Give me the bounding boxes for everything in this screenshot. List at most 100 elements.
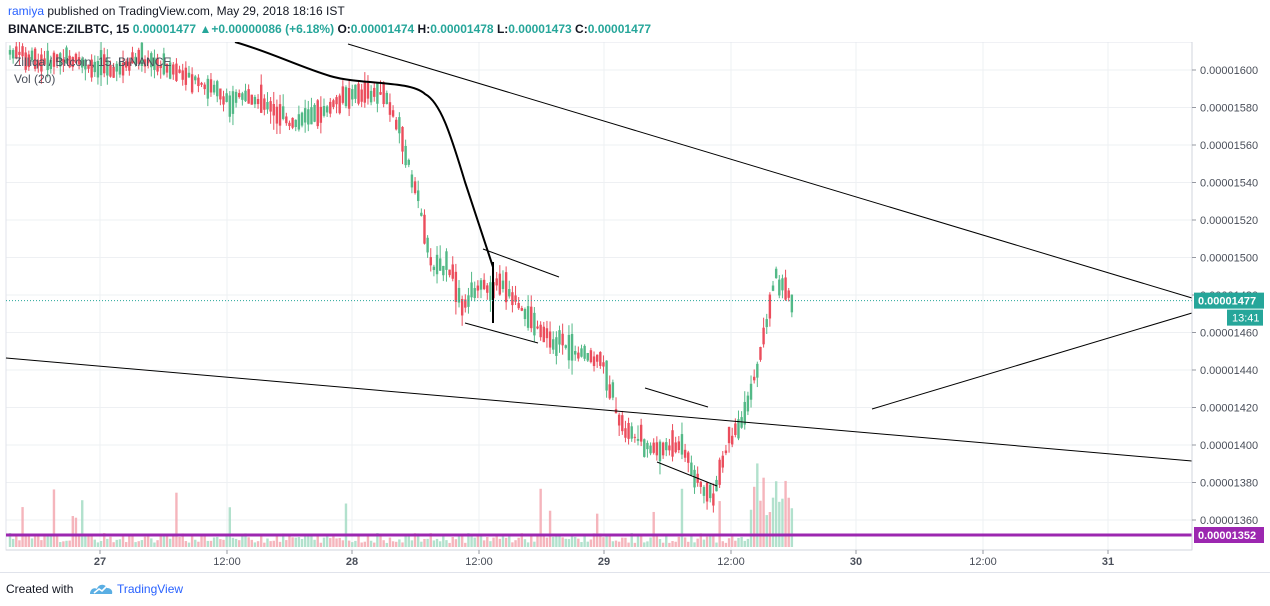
candle-body (247, 89, 250, 104)
candle-body (580, 348, 583, 357)
volume-bar (545, 537, 549, 547)
candle-body (209, 79, 213, 93)
candle-body (43, 58, 46, 65)
volume-bar (103, 533, 106, 547)
volume-bar (307, 534, 310, 547)
volume-bar (674, 541, 677, 547)
plot-frame (5, 42, 1193, 551)
volume-bar (391, 541, 395, 547)
candle-body (564, 345, 567, 348)
volume-bar (253, 542, 257, 547)
volume-bar (671, 541, 674, 547)
volume-bar (561, 537, 564, 547)
volume-bar (517, 537, 520, 547)
candle-body (586, 353, 589, 361)
candle-body (194, 76, 197, 81)
volume-bar (187, 542, 191, 547)
candle-body (778, 279, 781, 296)
volume-bar (417, 533, 420, 547)
candle-body (106, 60, 109, 76)
volume-bar (21, 507, 24, 547)
candle-body (391, 110, 395, 117)
volume-bar (765, 515, 768, 547)
volume-bar (269, 541, 272, 547)
candle-body (256, 98, 260, 105)
candle-body (511, 292, 514, 306)
candle-body (759, 347, 762, 360)
candle-body (765, 319, 768, 328)
volume-bar (658, 539, 662, 547)
candle-body (172, 64, 175, 75)
volume-bar (438, 541, 442, 547)
volume-bar (344, 503, 348, 547)
candle-body (420, 212, 423, 216)
volume-bar (99, 541, 103, 547)
candle-body (68, 55, 71, 68)
candle-body (231, 91, 235, 114)
high-value: 0.00001478 (430, 22, 494, 36)
volume-bar (278, 541, 282, 547)
candle-body (504, 272, 508, 303)
time-tick-label: 12:00 (465, 556, 493, 568)
candle-body (357, 83, 360, 104)
time-axis[interactable]: 27 12:00 28 12:00 29 12:00 30 12:00 31 (6, 549, 1192, 568)
candle-body (401, 126, 404, 152)
candle-body (442, 265, 445, 276)
volume-bar (574, 536, 577, 547)
candle-body (768, 294, 772, 319)
volume-bar (429, 533, 432, 547)
price-axis[interactable]: 0.00001360 0.00001380 0.00001400 0.00001420… (1191, 42, 1264, 550)
volume-bar (759, 500, 762, 547)
volume-bar (347, 540, 351, 547)
time-tick-label: 30 (850, 556, 862, 568)
candle-body (178, 69, 181, 73)
candle-body (354, 84, 357, 99)
price-tick-label: 0.00001600 (1200, 65, 1258, 77)
volume-bar (460, 535, 464, 547)
tradingview-logo-icon[interactable] (88, 580, 114, 598)
volume-bar (558, 536, 561, 547)
candle-body (731, 435, 734, 445)
candle-body (514, 295, 517, 302)
candle-body (90, 59, 93, 78)
volume-bar (476, 535, 480, 547)
candle-body (344, 87, 348, 107)
volume-bar (577, 538, 580, 547)
volume-bar (652, 511, 655, 547)
candle-body (749, 383, 753, 400)
volume-bar (470, 536, 473, 547)
candle-body (319, 106, 323, 123)
volume-bar (285, 540, 288, 547)
volume-bar (124, 542, 128, 547)
price-chart[interactable]: 0.00001360 0.00001380 0.00001400 0.00001420… (0, 42, 1270, 572)
candle-body (643, 439, 646, 457)
volume-bar (341, 540, 345, 547)
volume-bar (322, 537, 326, 547)
price-tick-label: 0.00001380 (1200, 478, 1258, 490)
volume-bar (624, 537, 627, 547)
volume-bar (677, 536, 681, 547)
candle-body (124, 61, 128, 68)
volume-bar (649, 537, 652, 547)
tradingview-link[interactable]: TradingView (117, 582, 184, 596)
candle-body (417, 190, 420, 202)
volume-bar (479, 535, 483, 547)
author-link[interactable]: ramiya (8, 4, 45, 18)
volume-bar (281, 533, 285, 547)
candle-body (165, 64, 169, 73)
candle-body (291, 117, 294, 128)
candle-body (570, 334, 574, 361)
candle-body (592, 356, 596, 367)
volume-bar (768, 512, 772, 547)
publish-text: published on TradingView.com, May 29, 20… (47, 4, 345, 18)
volume-bar (121, 533, 125, 547)
volume-bar (395, 541, 398, 547)
candle-body (426, 237, 429, 253)
candle-body (652, 442, 655, 453)
volume-bar (59, 542, 62, 547)
price-change: +0.00000086 (+6.18%) (211, 22, 335, 36)
volume-bar (266, 538, 269, 547)
candle-body (621, 415, 624, 432)
volume-bar (731, 535, 734, 547)
support-price-label: 0.00001352 (1198, 530, 1256, 542)
